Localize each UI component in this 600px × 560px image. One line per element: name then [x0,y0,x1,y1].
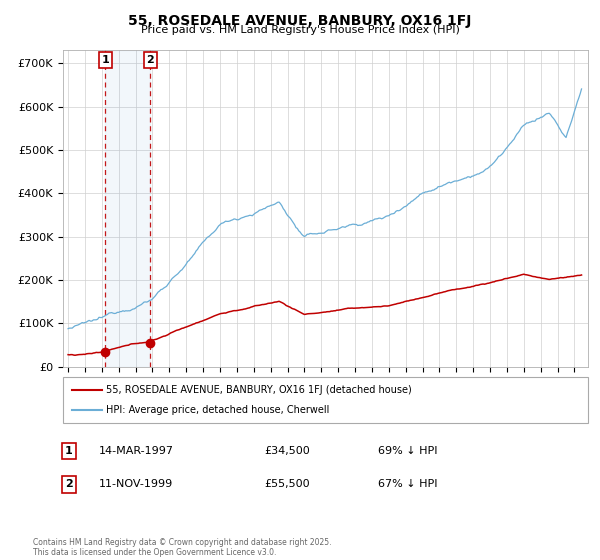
Text: 69% ↓ HPI: 69% ↓ HPI [378,446,437,456]
Text: £55,500: £55,500 [264,479,310,489]
Text: Contains HM Land Registry data © Crown copyright and database right 2025.
This d: Contains HM Land Registry data © Crown c… [33,538,331,557]
Text: £34,500: £34,500 [264,446,310,456]
Text: 2: 2 [65,479,73,489]
Text: 2: 2 [146,55,154,65]
Text: 1: 1 [65,446,73,456]
Text: 14-MAR-1997: 14-MAR-1997 [99,446,174,456]
Text: 67% ↓ HPI: 67% ↓ HPI [378,479,437,489]
Text: 11-NOV-1999: 11-NOV-1999 [99,479,173,489]
Text: 1: 1 [101,55,109,65]
Text: Price paid vs. HM Land Registry's House Price Index (HPI): Price paid vs. HM Land Registry's House … [140,25,460,35]
Text: 55, ROSEDALE AVENUE, BANBURY, OX16 1FJ: 55, ROSEDALE AVENUE, BANBURY, OX16 1FJ [128,14,472,28]
Bar [105,50,150,367]
Text: HPI: Average price, detached house, Cherwell: HPI: Average price, detached house, Cher… [106,405,329,415]
Text: 55, ROSEDALE AVENUE, BANBURY, OX16 1FJ (detached house): 55, ROSEDALE AVENUE, BANBURY, OX16 1FJ (… [106,385,412,395]
